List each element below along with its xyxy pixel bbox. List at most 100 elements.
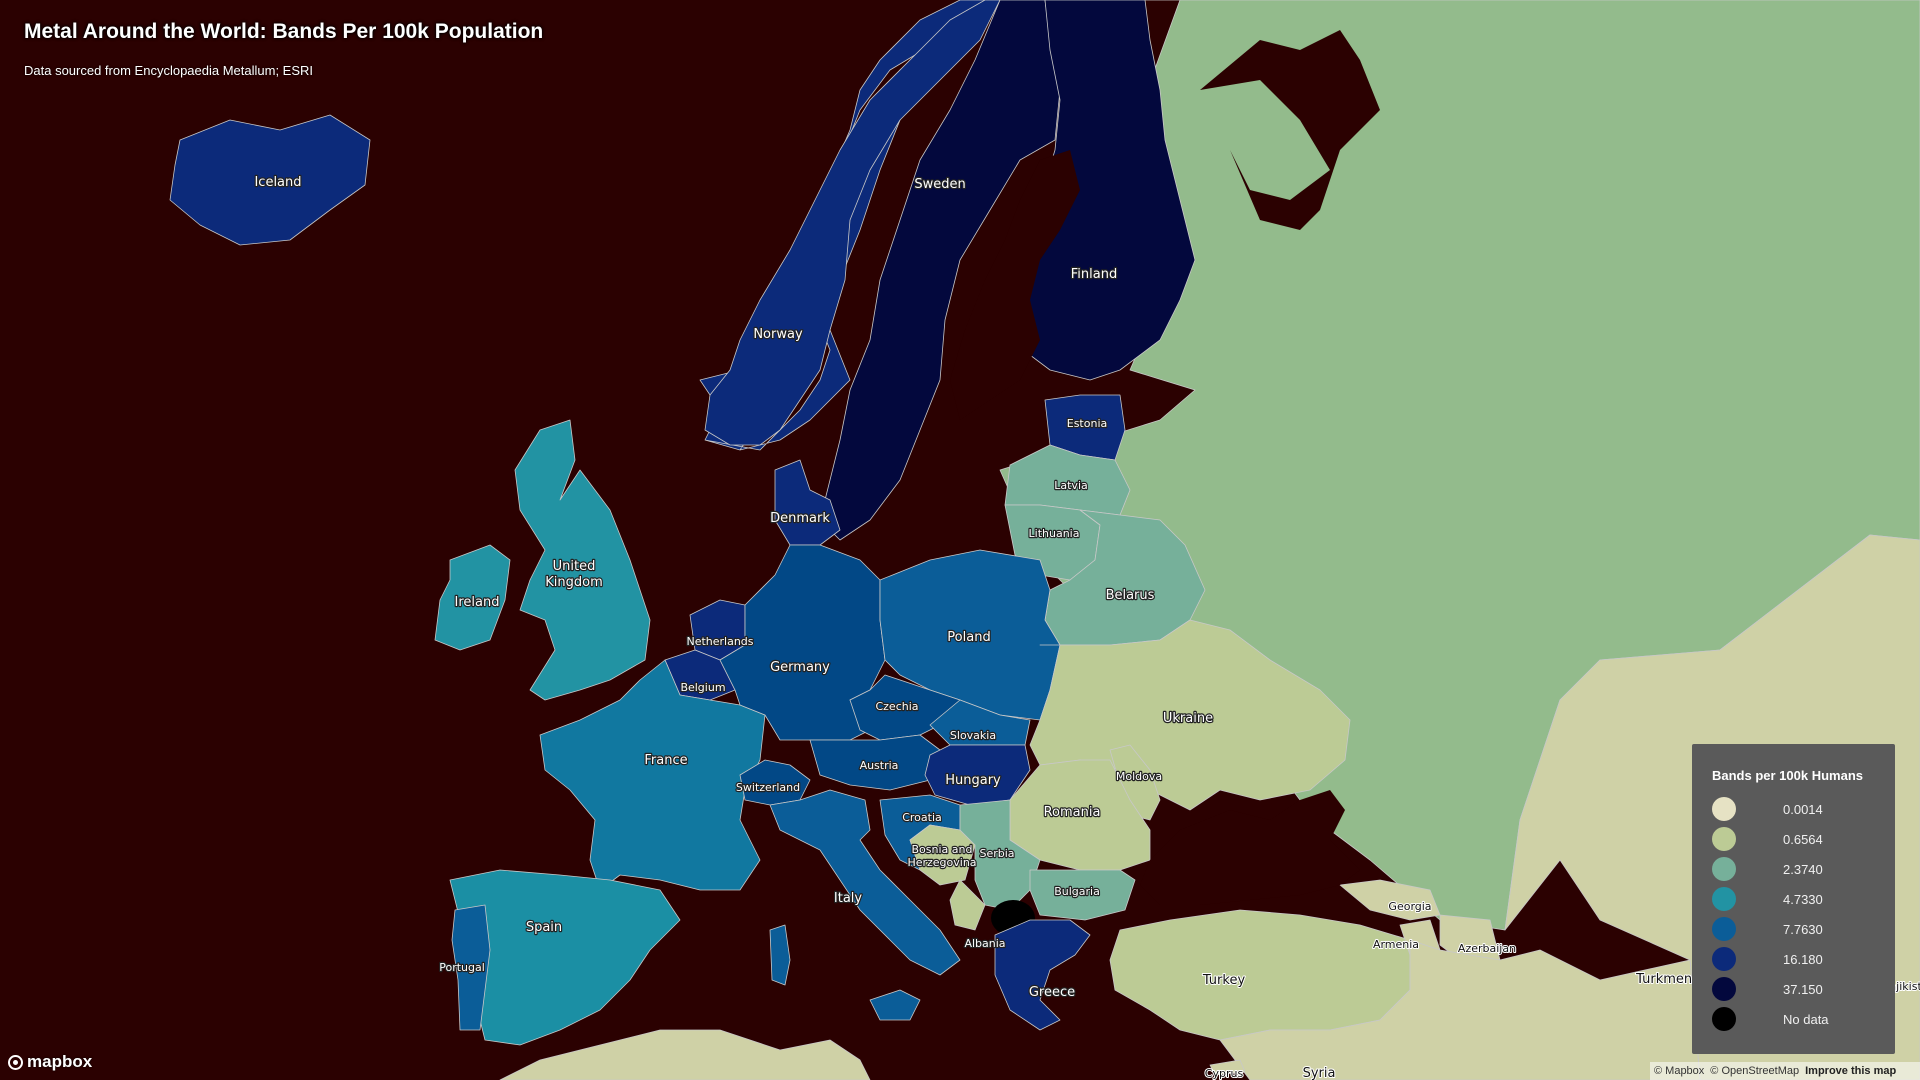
legend-swatch — [1712, 1007, 1736, 1031]
country-cyprus[interactable] — [1209, 1059, 1246, 1076]
label-switzerland: Switzerland — [736, 781, 800, 794]
legend-label: 0.6564 — [1783, 832, 1823, 847]
label-azerbaijan: Azerbaijan — [1458, 942, 1516, 955]
country-denmark[interactable] — [774, 459, 841, 546]
label-bosnia-2: Herzegovina — [907, 856, 976, 869]
label-sweden: Sweden — [914, 177, 965, 192]
label-czechia: Czechia — [875, 700, 918, 713]
legend-item: 2.3740 — [1712, 855, 1882, 883]
label-france: France — [644, 753, 687, 768]
country-ireland[interactable] — [434, 544, 511, 651]
label-ireland: Ireland — [455, 595, 500, 610]
label-slovakia: Slovakia — [950, 729, 996, 742]
legend-item: 37.150 — [1712, 975, 1882, 1003]
legend-title: Bands per 100k Humans — [1712, 768, 1864, 783]
label-united-kingdom-2: Kingdom — [545, 575, 603, 590]
label-serbia: Serbia — [979, 847, 1014, 860]
label-iceland: Iceland — [254, 175, 301, 190]
label-greece: Greece — [1029, 985, 1075, 1000]
country-france[interactable] — [539, 659, 766, 891]
legend-item: 4.7330 — [1712, 885, 1882, 913]
label-spain: Spain — [526, 920, 562, 935]
region-middle-east[interactable] — [1219, 939, 1701, 1080]
label-turkey: Turkey — [1202, 973, 1246, 988]
legend-swatch — [1712, 797, 1736, 821]
legend-item: 0.0014 — [1712, 795, 1882, 823]
label-cyprus: Cyprus — [1205, 1067, 1244, 1080]
attribution-osm-link[interactable]: © OpenStreetMap — [1710, 1065, 1800, 1077]
label-bulgaria: Bulgaria — [1054, 885, 1100, 898]
label-austria: Austria — [860, 759, 899, 772]
label-romania: Romania — [1044, 805, 1101, 820]
label-poland: Poland — [947, 630, 990, 645]
label-denmark: Denmark — [770, 511, 830, 526]
legend-item: 16.180 — [1712, 945, 1882, 973]
label-germany: Germany — [770, 660, 830, 675]
black-sea — [1140, 790, 1360, 905]
country-united-kingdom[interactable] — [514, 419, 651, 701]
country-portugal[interactable] — [451, 904, 491, 1031]
gulf-of-bothnia — [950, 150, 1080, 420]
label-syria: Syria — [1303, 1066, 1336, 1080]
label-italy: Italy — [834, 891, 863, 906]
legend-swatch — [1712, 827, 1736, 851]
label-ukraine: Ukraine — [1163, 711, 1213, 726]
legend-item: 7.7630 — [1712, 915, 1882, 943]
map-subtitle: Data sourced from Encyclopaedia Metallum… — [24, 63, 314, 78]
map-title: Metal Around the World: Bands Per 100k P… — [24, 20, 544, 43]
region-north-africa[interactable] — [499, 1029, 871, 1080]
legend-label: 2.3740 — [1783, 862, 1823, 877]
country-switzerland[interactable] — [739, 759, 811, 806]
country-italy[interactable] — [769, 789, 961, 976]
attribution-mapbox-link[interactable]: © Mapbox — [1654, 1065, 1705, 1077]
legend-panel: Bands per 100k Humans 0.0014 0.6564 2.37… — [1692, 744, 1895, 1054]
country-iceland[interactable] — [169, 114, 371, 246]
legend-label: 37.150 — [1783, 982, 1823, 997]
white-sea — [1200, 30, 1380, 230]
country-greece[interactable] — [994, 919, 1091, 1031]
legend-label: 0.0014 — [1783, 802, 1823, 817]
legend-label: 4.7330 — [1783, 892, 1823, 907]
italy-sicily[interactable] — [869, 989, 921, 1021]
label-belarus: Belarus — [1106, 588, 1155, 603]
country-north-macedonia[interactable] — [949, 879, 986, 931]
label-moldova: Moldova — [1116, 770, 1162, 783]
label-croatia: Croatia — [902, 811, 942, 824]
legend-item: No data — [1712, 1005, 1882, 1033]
mapbox-logo[interactable]: mapbox — [8, 1052, 92, 1072]
legend-item: 0.6564 — [1712, 825, 1882, 853]
italy-sardinia[interactable] — [769, 924, 791, 986]
legend-label: 16.180 — [1783, 952, 1823, 967]
country-hungary[interactable] — [924, 744, 1031, 806]
country-norway-main[interactable] — [704, 0, 1001, 446]
label-lithuania: Lithuania — [1029, 527, 1080, 540]
country-bosnia-and-herzegovina[interactable] — [909, 824, 976, 886]
attribution-bar: © Mapbox © OpenStreetMap Improve this ma… — [1650, 1062, 1920, 1080]
legend-swatch — [1712, 977, 1736, 1001]
label-norway: Norway — [753, 327, 803, 342]
mapbox-icon — [8, 1054, 23, 1070]
legend-swatch — [1712, 917, 1736, 941]
label-latvia: Latvia — [1054, 479, 1088, 492]
label-belgium: Belgium — [680, 681, 725, 694]
label-finland: Finland — [1071, 267, 1117, 282]
label-netherlands: Netherlands — [686, 635, 753, 648]
label-albania: Albania — [964, 937, 1005, 950]
label-georgia: Georgia — [1388, 900, 1431, 913]
label-hungary: Hungary — [945, 773, 1001, 788]
country-sweden[interactable] — [819, 0, 1061, 541]
legend-swatch — [1712, 947, 1736, 971]
legend-label: No data — [1783, 1012, 1829, 1027]
mapbox-logo-text: mapbox — [27, 1052, 93, 1071]
label-united-kingdom-1: United — [553, 559, 596, 574]
legend-swatch — [1712, 887, 1736, 911]
country-bulgaria[interactable] — [1029, 869, 1136, 921]
legend-label: 7.7630 — [1783, 922, 1823, 937]
label-bosnia-1: Bosnia and — [912, 843, 973, 856]
label-armenia: Armenia — [1373, 938, 1419, 951]
label-portugal: Portugal — [439, 961, 485, 974]
label-estonia: Estonia — [1067, 417, 1108, 430]
improve-map-link[interactable]: Improve this map — [1805, 1065, 1897, 1077]
